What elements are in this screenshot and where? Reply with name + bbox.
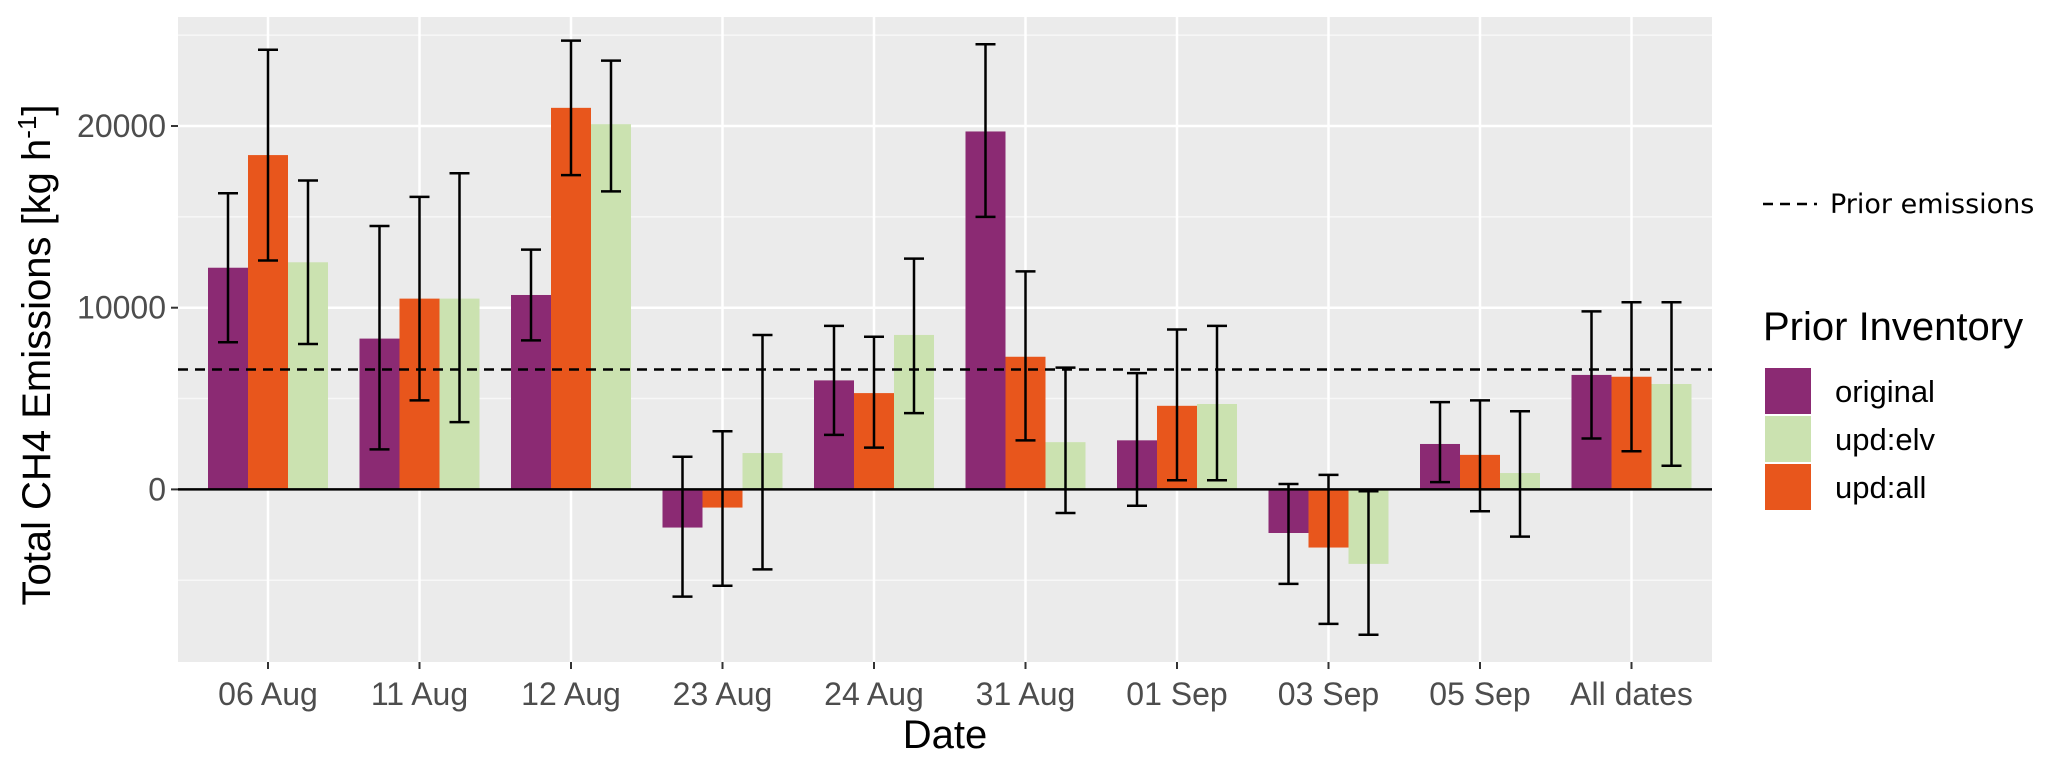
error-bar-upd-all: [258, 48, 278, 262]
error-bar-upd-elv: [1358, 489, 1379, 636]
error-bar-upd-elv: [298, 179, 318, 346]
x-tick-label: 12 Aug: [521, 676, 621, 712]
legend-swatch: [1765, 368, 1811, 414]
error-bar-upd-elv: [1207, 324, 1227, 482]
y-tick-label: 20000: [77, 108, 166, 144]
legend: Prior Inventory original upd:elv upd:all: [1763, 305, 2023, 510]
error-bar-original: [369, 224, 390, 451]
y-axis-title-close: ]: [15, 104, 59, 115]
error-bar-upd-all: [1470, 399, 1490, 513]
legend-swatch: [1765, 416, 1811, 462]
error-bar-original: [1278, 482, 1299, 586]
legend-item-upd-elv: upd:elv: [1765, 416, 1935, 462]
legend-item-original: original: [1765, 368, 1935, 414]
x-tick-label: 01 Sep: [1126, 676, 1227, 712]
error-bar-upd-all: [864, 335, 884, 449]
x-axis: 06 Aug 11 Aug 12 Aug 23 Aug 24 Aug 31 Aug 01 S…: [218, 662, 1693, 712]
legend-swatch: [1765, 464, 1811, 510]
error-bar-original: [1430, 400, 1450, 484]
y-axis-title: Total CH4 Emissions [kg h-1]: [12, 104, 59, 605]
legend-label: upd:all: [1835, 470, 1926, 505]
prior-emissions-label: Prior emissions: [1830, 189, 2034, 220]
x-tick-label: 24 Aug: [824, 676, 924, 712]
x-tick-label: 03 Sep: [1278, 676, 1379, 712]
x-tick-label: 23 Aug: [673, 676, 773, 712]
error-bar-original: [1127, 371, 1147, 507]
legend-items: original upd:elv upd:all: [1765, 368, 1935, 510]
error-bar-upd-all: [1167, 328, 1187, 482]
error-bar-original: [1581, 310, 1602, 440]
error-bar-upd-elv: [1055, 366, 1076, 515]
y-tick-label: 0: [148, 471, 166, 507]
error-bar-original: [218, 191, 238, 344]
error-bar-upd-all: [1621, 301, 1642, 453]
error-bar-original: [672, 455, 693, 598]
error-bar-upd-elv: [1510, 410, 1530, 538]
x-tick-label: 06 Aug: [218, 676, 318, 712]
x-tick-label: 05 Sep: [1429, 676, 1530, 712]
error-bar-upd-elv: [449, 172, 470, 424]
error-bar-upd-all: [712, 430, 733, 587]
error-bar-upd-elv: [752, 333, 773, 571]
error-bars: [218, 39, 1682, 636]
legend-prior-emissions: Prior emissions: [1763, 189, 2034, 220]
legend-label: original: [1835, 374, 1935, 409]
x-tick-label: 31 Aug: [976, 676, 1076, 712]
error-bar-upd-all: [1318, 473, 1339, 626]
y-tick-label: 10000: [77, 290, 166, 326]
y-axis-title-superscript: -1: [12, 116, 42, 139]
error-bar-original: [521, 248, 541, 342]
error-bar-upd-elv: [601, 59, 621, 193]
error-bar-upd-elv: [904, 257, 924, 415]
error-bar-upd-elv: [1661, 301, 1682, 468]
error-bar-original: [824, 324, 844, 437]
legend-title: Prior Inventory: [1763, 305, 2023, 349]
x-axis-title: Date: [903, 713, 988, 757]
error-bar-upd-all: [409, 195, 430, 402]
legend-label: upd:elv: [1835, 422, 1935, 457]
error-bar-original: [975, 43, 996, 219]
error-bar-upd-all: [1015, 270, 1036, 442]
x-tick-label: 11 Aug: [371, 676, 468, 712]
legend-item-upd-all: upd:all: [1765, 464, 1926, 510]
x-tick-label: All dates: [1570, 676, 1693, 712]
y-axis: 0 10000 20000: [77, 108, 178, 507]
y-axis-title-main: Total CH4 Emissions [kg h: [15, 139, 59, 606]
error-bar-upd-all: [561, 39, 581, 177]
